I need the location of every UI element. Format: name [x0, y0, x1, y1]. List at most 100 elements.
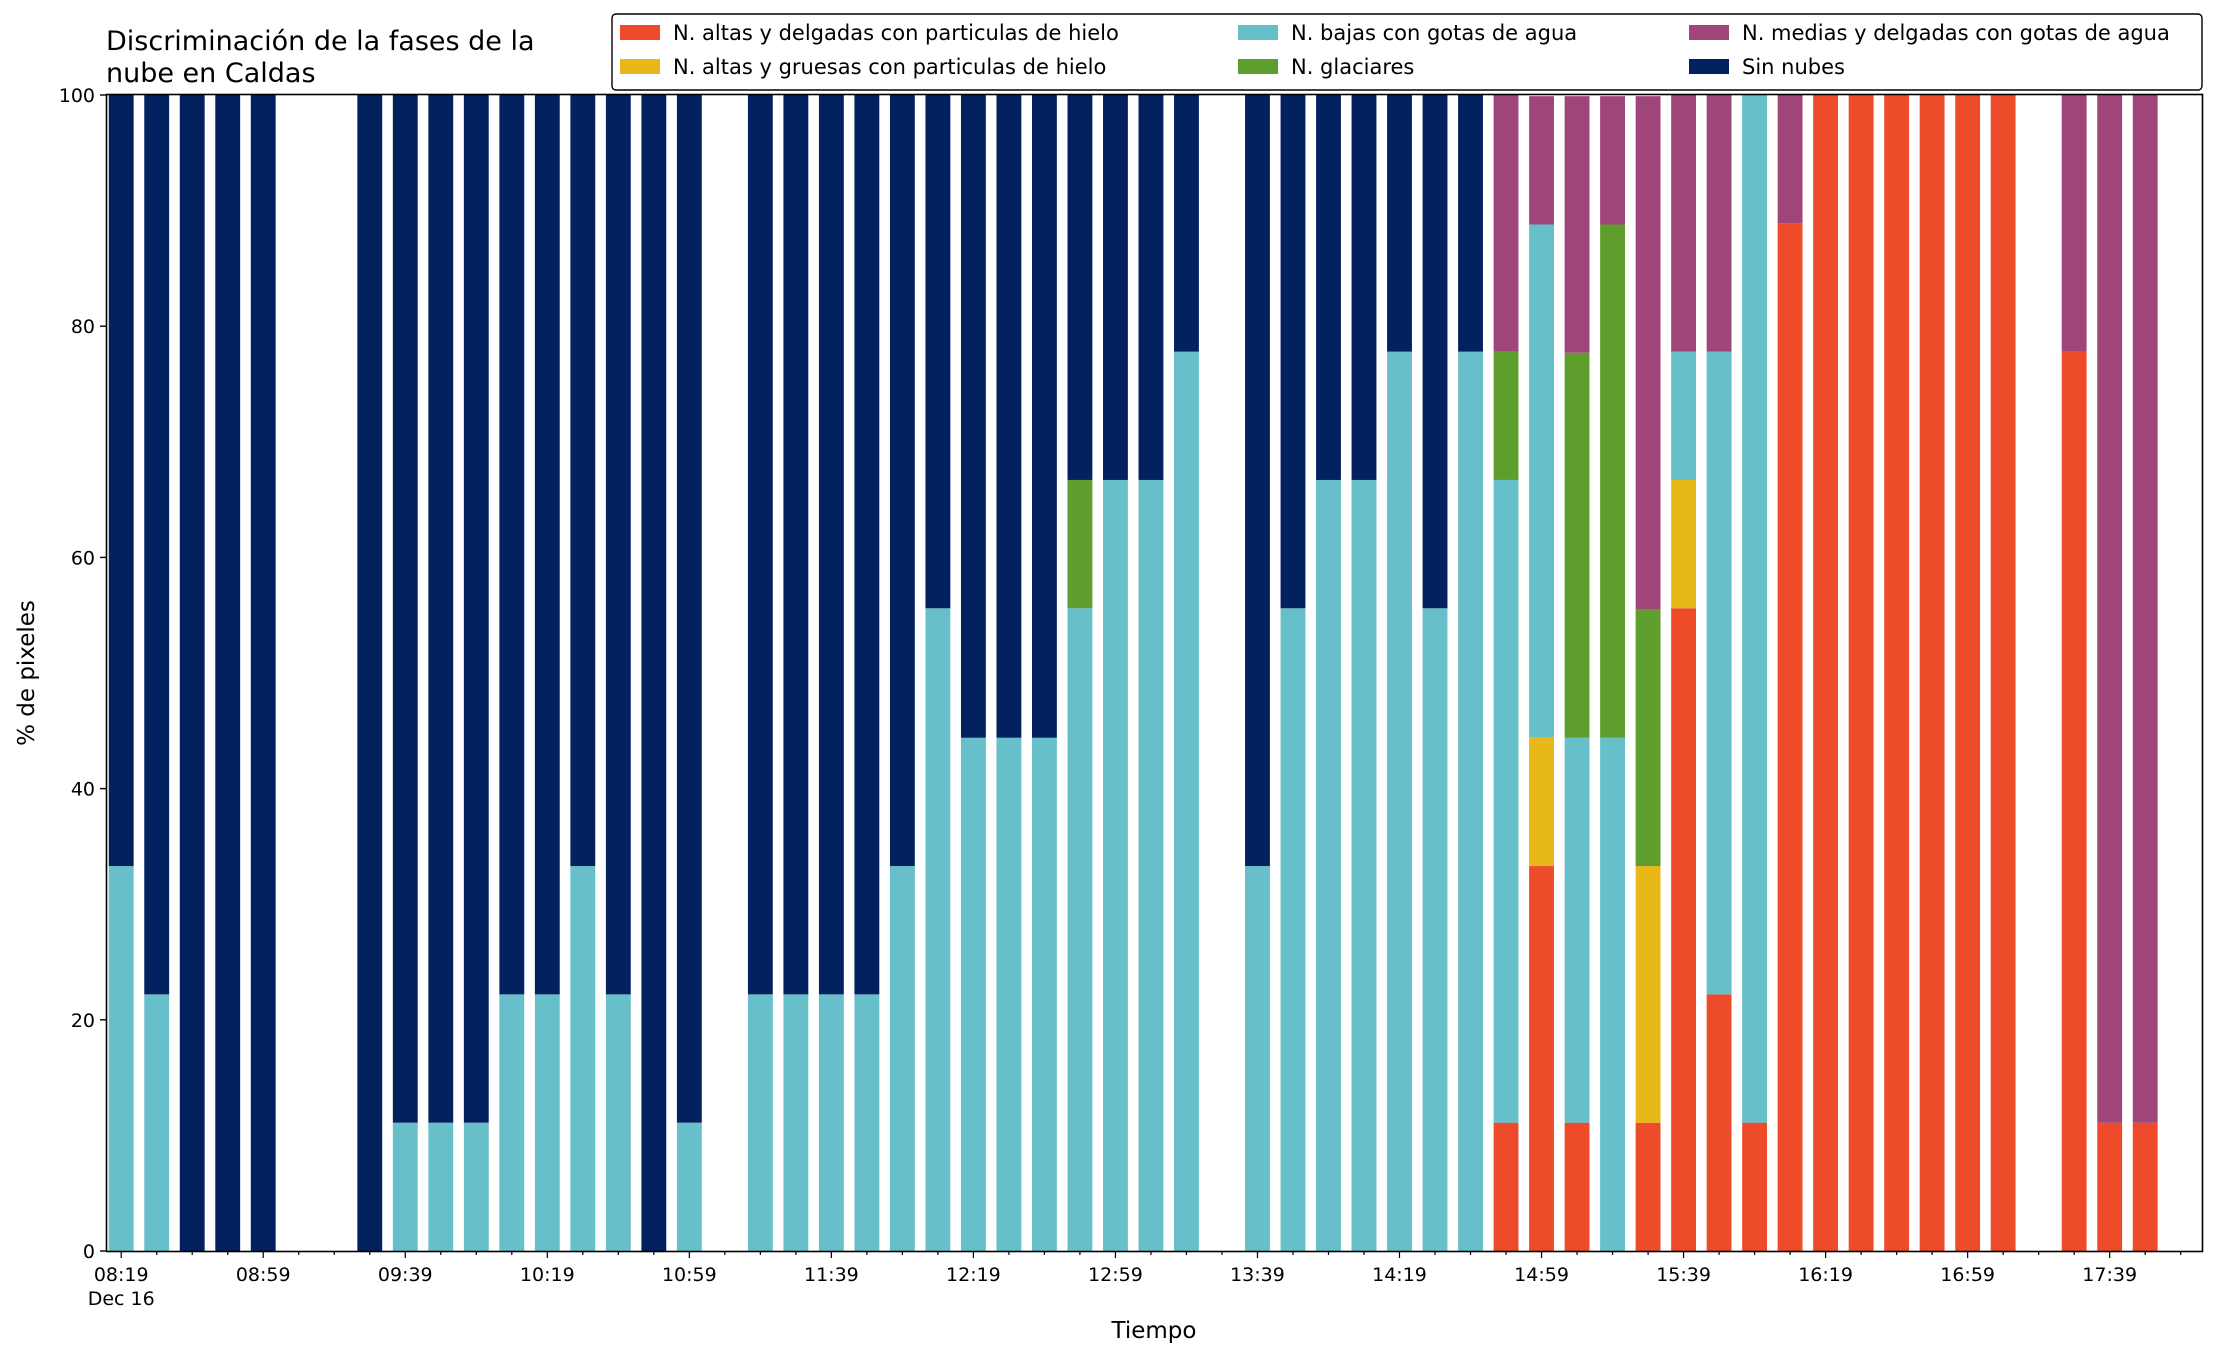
x-tick-label: 09:39 [378, 1264, 433, 1286]
bar-segment-medias_delgadas_agua [2061, 95, 2087, 352]
bar-segment-sin_nubes [392, 95, 418, 1123]
bar-segment-sin_nubes [428, 95, 454, 1123]
bar-segment-sin_nubes [144, 95, 170, 995]
y-tick-label: 60 [71, 547, 95, 569]
legend: N. altas y delgadas con particulas de hi… [611, 13, 2203, 91]
bar-segment-bajas_agua [1138, 479, 1164, 1251]
bar-segment-altas_delgadas_hielo [1884, 95, 1910, 1251]
x-tick-label: 12:19 [946, 1264, 1001, 1286]
bar-segment-bajas_agua [783, 994, 809, 1251]
bar-segment-glaciares [1635, 609, 1661, 867]
x-tick-sublabel: Dec 16 [88, 1288, 155, 1310]
legend-swatch-sin_nubes [1689, 59, 1729, 74]
y-tick-label: 40 [71, 779, 95, 801]
bar-segment-bajas_agua [889, 866, 915, 1251]
bar-segment-bajas_agua [392, 1122, 418, 1251]
y-axis: 0 20 40 60 80 100 [59, 85, 107, 1263]
y-axis-title: % de pixeles [14, 600, 40, 746]
bar-segment-bajas_agua [1422, 608, 1448, 1251]
bar-segment-bajas_agua [499, 994, 525, 1251]
bar-segment-sin_nubes [1103, 95, 1128, 480]
bar-segment-altas_delgadas_hielo [1742, 1122, 1768, 1251]
y-tick-label: 0 [83, 1241, 95, 1263]
bar-segment-sin_nubes [1032, 95, 1057, 738]
legend-frame [611, 13, 2203, 91]
chart-title-line-1: Discriminación de la fases de la [106, 26, 535, 57]
legend-label-sin_nubes: Sin nubes [1742, 55, 1845, 79]
x-tick-label: 16:19 [1798, 1264, 1853, 1286]
chart-title: Discriminación de la fases de la nube en… [106, 26, 535, 89]
bar-segment-sin_nubes [1280, 95, 1306, 609]
bar-segment-altas_delgadas_hielo [1955, 95, 1981, 1251]
bar-segment-bajas_agua [1600, 737, 1625, 1251]
bar-segment-bajas_agua [1067, 608, 1093, 1251]
bar-segment-bajas_agua [960, 737, 986, 1251]
x-tick-label: 10:19 [520, 1264, 575, 1286]
y-tick-label: 20 [71, 1010, 95, 1032]
bar-segment-altas_delgadas_hielo [1848, 95, 1874, 1251]
legend-label-altas_delgadas_hielo: N. altas y delgadas con particulas de hi… [673, 21, 1119, 45]
bar-segment-sin_nubes [1174, 95, 1199, 352]
bar-segment-bajas_agua [1529, 224, 1554, 738]
bar-segment-sin_nubes [1067, 95, 1093, 480]
legend-label-medias_delgadas_agua: N. medias y delgadas con gotas de agua [1742, 21, 2170, 45]
x-tick-label: 08:19 [94, 1264, 149, 1286]
bar-segment-medias_delgadas_agua [1635, 96, 1661, 610]
bar-segment-altas_delgadas_hielo [1564, 1122, 1590, 1251]
legend-label-bajas_agua: N. bajas con gotas de agua [1291, 21, 1577, 45]
x-tick-label: 15:39 [1656, 1264, 1711, 1286]
x-axis-title: Tiempo [1111, 1318, 1197, 1344]
bar-segment-glaciares [1493, 351, 1519, 480]
bar-segment-medias_delgadas_agua [1671, 95, 1697, 352]
bar-segment-sin_nubes [783, 95, 809, 995]
bar-segment-altas_delgadas_hielo [1919, 95, 1945, 1251]
bar-segment-bajas_agua [1671, 351, 1697, 480]
x-tick-label: 17:39 [2082, 1264, 2137, 1286]
legend-swatch-medias_delgadas_agua [1689, 25, 1729, 40]
legend-swatch-glaciares [1238, 59, 1278, 74]
bar-segment-bajas_agua [1245, 866, 1270, 1251]
bar-segment-altas_delgadas_hielo [1635, 1122, 1661, 1251]
bar-segment-altas_delgadas_hielo [1671, 608, 1697, 1251]
bar-segment-medias_delgadas_agua [1564, 96, 1590, 353]
chart-title-line-2: nube en Caldas [106, 58, 316, 89]
bar-segment-bajas_agua [818, 994, 844, 1251]
bar-segment-sin_nubes [747, 95, 773, 995]
bar-segment-altas_delgadas_hielo [1777, 223, 1803, 1251]
bar-segment-sin_nubes [215, 95, 241, 1251]
bar-segment-bajas_agua [996, 737, 1022, 1251]
bar-segment-bajas_agua [463, 1122, 489, 1251]
bar-segment-bajas_agua [1032, 737, 1057, 1251]
bar-segment-medias_delgadas_agua [2097, 95, 2123, 1123]
bar-segment-bajas_agua [1316, 479, 1341, 1251]
x-tick-label: 08:59 [236, 1264, 291, 1286]
bar-segment-sin_nubes [250, 95, 276, 1251]
plot-frame [105, 93, 2204, 1253]
bar-segment-medias_delgadas_agua [2132, 95, 2158, 1123]
bar-segment-sin_nubes [1316, 95, 1341, 480]
bar-segment-bajas_agua [1103, 479, 1128, 1251]
legend-swatch-altas_gruesas_hielo [620, 59, 660, 74]
y-tick-label: 100 [59, 85, 95, 107]
bar-segment-bajas_agua [1458, 351, 1483, 1251]
bar-segment-medias_delgadas_agua [1706, 95, 1732, 352]
bar-segment-sin_nubes [818, 95, 844, 995]
bar-segment-sin_nubes [889, 95, 915, 867]
bar-segment-medias_delgadas_agua [1493, 95, 1519, 352]
bar-segment-altas_delgadas_hielo [1990, 95, 2016, 1251]
bar-segment-altas_delgadas_hielo [2097, 1122, 2123, 1251]
x-tick-label: 16:59 [1940, 1264, 1995, 1286]
bar-segment-altas_gruesas_hielo [1671, 479, 1697, 609]
bar-segment-bajas_agua [747, 994, 773, 1251]
x-tick-label: 11:39 [804, 1264, 859, 1286]
bar-segment-bajas_agua [925, 608, 951, 1251]
bar-segment-bajas_agua [854, 994, 880, 1251]
bar-segment-bajas_agua [1351, 479, 1377, 1251]
bar-segment-medias_delgadas_agua [1777, 95, 1803, 224]
bar-segment-sin_nubes [1458, 95, 1483, 352]
bars-layer [108, 95, 2158, 1251]
bar-segment-medias_delgadas_agua [1600, 96, 1625, 225]
bar-segment-altas_delgadas_hielo [1529, 866, 1554, 1251]
bar-segment-altas_delgadas_hielo [1813, 95, 1839, 1251]
